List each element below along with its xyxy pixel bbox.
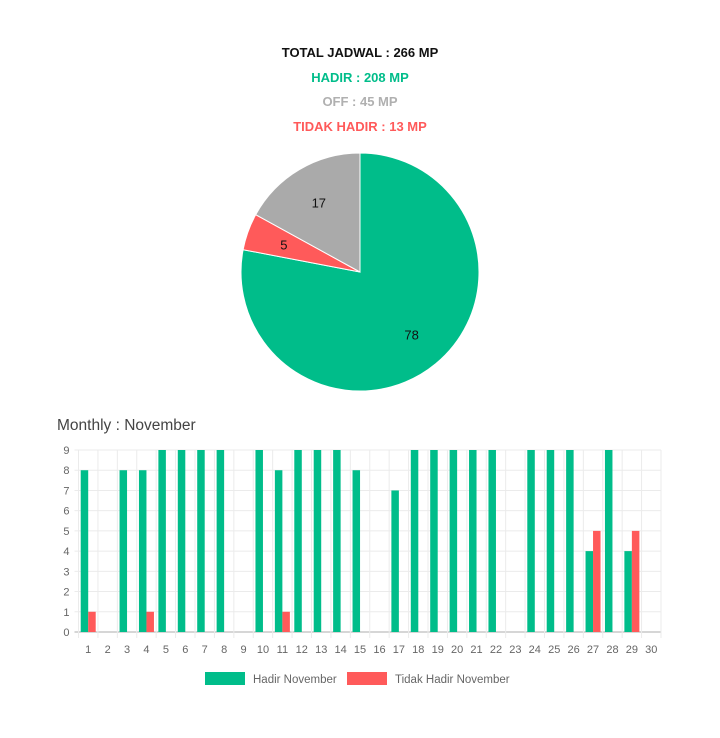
x-tick-label: 21 (470, 644, 482, 656)
x-tick-label: 12 (296, 644, 308, 656)
y-tick-label: 1 (63, 607, 69, 619)
x-tick-label: 7 (202, 644, 208, 656)
y-tick-label: 3 (63, 566, 69, 578)
bar-tidak-hadir (631, 530, 640, 632)
bar-hadir (177, 450, 186, 632)
x-tick-label: 9 (240, 644, 246, 656)
bar-hadir (80, 470, 89, 632)
y-tick-label: 6 (63, 506, 69, 518)
bar-tidak-hadir (88, 611, 96, 632)
bar-hadir (255, 450, 263, 632)
bar-hadir (274, 470, 283, 632)
x-tick-label: 19 (432, 644, 444, 656)
legend-label-tidak-hadir: Tidak Hadir November (395, 674, 510, 686)
bar-tidak-hadir (593, 530, 601, 632)
x-tick-label: 5 (163, 644, 169, 656)
x-tick-label: 22 (490, 644, 502, 656)
bar-hadir (604, 450, 613, 632)
y-tick-label: 4 (63, 546, 69, 558)
tidak-hadir-label: TIDAK HADIR : 13 MP (293, 119, 427, 134)
bar-hadir (352, 470, 361, 632)
bar-hadir (566, 450, 574, 632)
monthly-chart-title: Monthly : November (57, 417, 196, 434)
bar-hadir (138, 470, 147, 632)
bar-hadir (430, 450, 438, 632)
x-tick-label: 28 (606, 644, 618, 656)
bar-hadir (449, 450, 458, 632)
bar-hadir (197, 450, 205, 632)
pie-value-label: 5 (280, 238, 287, 253)
x-tick-label: 26 (568, 644, 580, 656)
y-tick-label: 5 (63, 526, 69, 538)
bar-hadir (158, 450, 166, 632)
bar-hadir (410, 450, 419, 632)
x-tick-label: 13 (315, 644, 327, 656)
bar-hadir (624, 551, 632, 632)
y-tick-label: 8 (63, 465, 69, 477)
x-tick-label: 15 (354, 644, 366, 656)
bar-hadir (216, 450, 225, 632)
bar-hadir (333, 450, 341, 632)
x-tick-label: 14 (335, 644, 347, 656)
legend-label-hadir: Hadir November (253, 674, 337, 686)
bar-hadir (294, 450, 302, 632)
x-tick-label: 29 (626, 644, 638, 656)
pie-slice-off (255, 152, 361, 273)
bar-hadir (488, 450, 496, 632)
pie-value-label: 78 (404, 327, 418, 342)
bar-hadir (119, 470, 128, 632)
legend-swatch-hadir (205, 672, 245, 685)
x-tick-label: 3 (124, 644, 130, 656)
x-tick-label: 17 (393, 644, 405, 656)
x-tick-label: 10 (257, 644, 269, 656)
x-tick-label: 25 (548, 644, 560, 656)
bar-tidak-hadir (282, 611, 290, 632)
x-tick-label: 24 (529, 644, 541, 656)
bar-hadir (546, 450, 555, 632)
hadir-label: HADIR : 208 MP (311, 70, 409, 85)
bar-tidak-hadir (146, 611, 154, 632)
x-tick-label: 6 (182, 644, 188, 656)
x-tick-label: 20 (451, 644, 463, 656)
x-tick-label: 23 (509, 644, 521, 656)
bar-hadir (585, 551, 594, 632)
y-tick-label: 9 (63, 445, 69, 457)
legend-swatch-tidak-hadir (347, 672, 387, 685)
y-tick-label: 0 (63, 627, 69, 639)
bar-hadir (313, 450, 322, 632)
x-tick-label: 11 (277, 644, 288, 656)
bar-hadir (527, 450, 535, 632)
bar-hadir (469, 450, 477, 632)
pie-value-label: 17 (312, 195, 326, 210)
pie-chart: 78 5 17 (240, 152, 480, 392)
x-tick-label: 30 (645, 644, 657, 656)
x-tick-label: 16 (373, 644, 385, 656)
x-tick-label: 2 (105, 644, 111, 656)
y-tick-label: 7 (63, 485, 69, 497)
x-tick-label: 27 (587, 644, 599, 656)
x-tick-label: 18 (412, 644, 424, 656)
off-label: OFF : 45 MP (322, 94, 398, 109)
x-tick-label: 1 (85, 644, 91, 656)
x-tick-label: 4 (143, 644, 149, 656)
x-tick-label: 8 (221, 644, 227, 656)
total-jadwal-label: TOTAL JADWAL : 266 MP (281, 45, 439, 60)
y-tick-label: 2 (63, 587, 69, 599)
bar-hadir (391, 490, 399, 632)
